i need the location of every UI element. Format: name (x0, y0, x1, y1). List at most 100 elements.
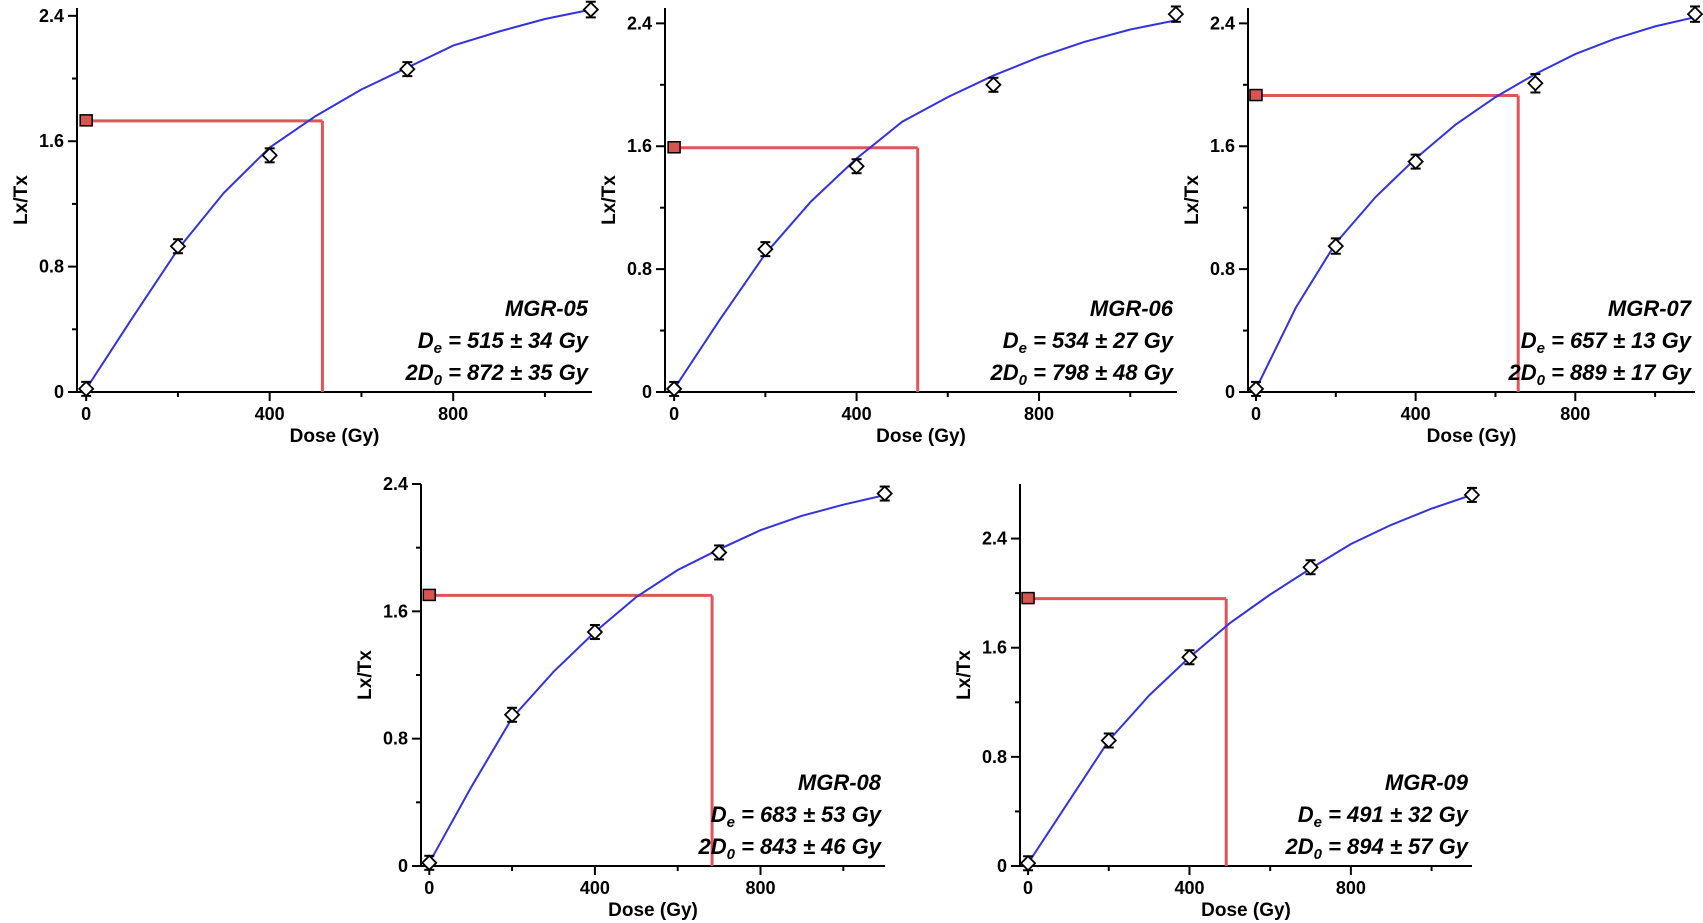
de-value-text: De = 683 ± 53 Gy (711, 802, 883, 831)
natural-signal-marker (422, 588, 437, 602)
d0-value-text: 2D0 = 843 ± 46 Gy (698, 834, 883, 863)
x-tick-label: 0 (1023, 878, 1033, 898)
sample-name: MGR-09 (1385, 770, 1469, 795)
x-tick-label: 400 (255, 404, 285, 424)
chart-panel-5: 0 0.8 1.6 2.4 0 400 800 Dose (Gy) Lx/Tx MGR-09 De … (954, 484, 1481, 921)
x-tick-label: 800 (438, 404, 468, 424)
y-tick-label: 2.4 (39, 6, 64, 26)
y-axis-label: Lx/Tx (599, 175, 620, 225)
sample-name: MGR-06 (1090, 296, 1174, 321)
data-point (399, 60, 416, 78)
y-tick-label: 0.8 (383, 729, 408, 749)
y-tick-label: 1.6 (1210, 136, 1235, 156)
x-axis-label: Dose (Gy) (290, 426, 380, 447)
y-tick-label: 0 (398, 856, 408, 876)
x-tick-label: 0 (81, 404, 91, 424)
y-tick-label: 0.8 (1210, 259, 1235, 279)
de-value-text: De = 534 ± 27 Gy (1003, 328, 1175, 357)
y-axis-label: Lx/Tx (1182, 175, 1203, 225)
y-tick-label: 0.8 (627, 259, 652, 279)
natural-signal-marker (667, 141, 681, 154)
fit-curve (85, 8, 592, 390)
data-point (261, 147, 278, 164)
chart-panel-4: 0 0.8 1.6 2.4 0 400 800 Dose (Gy) Lx/Tx MGR-08 De … (355, 474, 893, 921)
y-tick-label: 0.8 (39, 257, 64, 277)
x-axis-label: Dose (Gy) (876, 426, 966, 447)
data-point (1302, 558, 1319, 576)
d0-value-text: 2D0 = 889 ± 17 Gy (1508, 360, 1693, 389)
data-point (169, 237, 187, 255)
y-tick-label: 2.4 (982, 529, 1007, 549)
y-axis-label: Lx/Tx (954, 650, 975, 700)
x-tick-label: 800 (745, 878, 775, 898)
data-point (586, 623, 604, 641)
x-tick-label: 800 (1560, 404, 1590, 424)
y-tick-label: 2.4 (1210, 13, 1235, 33)
x-axis-label: Dose (Gy) (1427, 426, 1517, 447)
y-tick-label: 0 (997, 856, 1007, 876)
data-point (503, 706, 521, 724)
data-point (1407, 153, 1424, 170)
data-point (582, 1, 600, 18)
x-tick-label: 0 (424, 878, 434, 898)
data-point (1527, 74, 1544, 92)
data-point (757, 240, 774, 258)
chart-panel-1: 0 0.8 1.6 2.4 0 400 800 Dose (Gy) Lx/Tx MGR-05 De … (11, 0, 600, 447)
x-tick-label: 800 (1336, 878, 1366, 898)
data-point (77, 380, 95, 398)
y-tick-label: 2.4 (383, 474, 408, 494)
fit-curve (428, 494, 885, 864)
x-tick-label: 0 (669, 404, 679, 424)
x-tick-label: 400 (1174, 878, 1204, 898)
chart-panel-3: 0 0.8 1.6 2.4 0 400 800 Dose (Gy) Lx/Tx MGR-07 De … (1182, 5, 1703, 447)
fit-curve (1255, 16, 1696, 390)
x-tick-label: 800 (1024, 404, 1054, 424)
x-axis-label: Dose (Gy) (1201, 900, 1291, 921)
d0-value-text: 2D0 = 894 ± 57 Gy (1285, 834, 1470, 863)
data-point (1181, 648, 1198, 666)
data-point (1327, 237, 1345, 255)
de-value-text: De = 491 ± 32 Gy (1298, 802, 1470, 831)
y-tick-label: 1.6 (627, 136, 652, 156)
natural-signal-marker (79, 114, 93, 127)
x-axis-label: Dose (Gy) (608, 900, 698, 921)
natural-signal-marker (1021, 591, 1035, 605)
y-tick-label: 0.8 (982, 747, 1007, 767)
x-tick-label: 400 (842, 404, 872, 424)
x-tick-label: 0 (1251, 404, 1261, 424)
data-point (1247, 380, 1265, 398)
x-tick-label: 400 (580, 878, 610, 898)
d0-value-text: 2D0 = 798 ± 48 Gy (990, 360, 1175, 389)
fit-curve (1027, 493, 1473, 864)
data-point (1019, 854, 1037, 872)
y-tick-label: 0 (642, 382, 652, 402)
y-axis-label: Lx/Tx (11, 175, 32, 225)
natural-signal-marker (1249, 88, 1263, 102)
data-point (1463, 486, 1481, 504)
y-tick-label: 1.6 (982, 638, 1007, 658)
chart-panel-2: 0 0.8 1.6 2.4 0 400 800 Dose (Gy) Lx/Tx MGR-06 De … (599, 5, 1185, 447)
y-axis-label: Lx/Tx (355, 650, 376, 700)
sample-name: MGR-05 (505, 296, 589, 321)
sample-name: MGR-08 (798, 770, 882, 795)
data-point (421, 854, 438, 872)
de-value-text: De = 515 ± 34 Gy (418, 328, 590, 357)
y-tick-label: 2.4 (627, 13, 652, 33)
y-tick-label: 0 (1225, 382, 1235, 402)
data-point (848, 157, 865, 175)
y-tick-label: 1.6 (39, 131, 64, 151)
y-tick-label: 0 (54, 382, 64, 402)
data-point (665, 380, 683, 398)
data-point (876, 485, 893, 502)
data-point (985, 76, 1002, 94)
fit-curve (673, 19, 1177, 390)
d0-value-text: 2D0 = 872 ± 35 Gy (405, 360, 590, 389)
y-tick-label: 1.6 (383, 601, 408, 621)
data-point (1686, 5, 1703, 23)
de-value-text: De = 657 ± 13 Gy (1521, 328, 1693, 357)
data-point (710, 544, 728, 561)
x-tick-label: 400 (1401, 404, 1431, 424)
data-point (1167, 5, 1185, 23)
data-point (1100, 732, 1118, 749)
